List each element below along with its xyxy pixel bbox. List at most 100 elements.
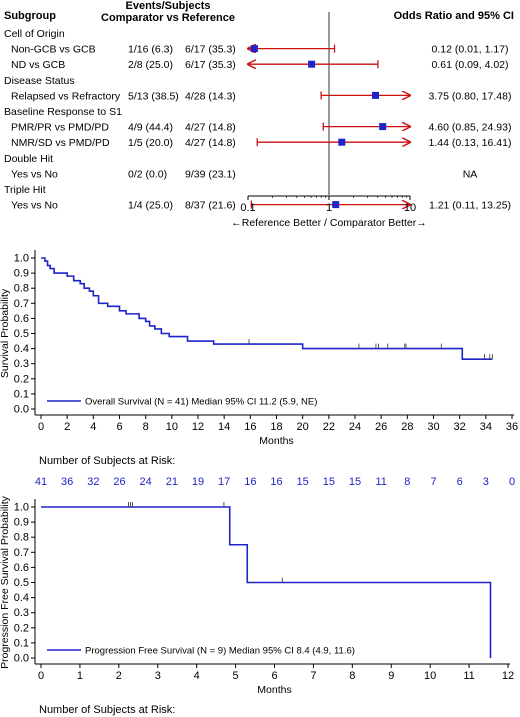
risk-count: 19 [192, 476, 204, 488]
y-tick-label: 0.0 [14, 653, 29, 665]
y-axis-title: Progression Free Survival Probability [0, 495, 11, 668]
risk-count: 26 [113, 476, 125, 488]
comparator-events: 1/4 (25.0) [128, 200, 173, 212]
risk-count: 15 [349, 476, 361, 488]
y-tick-label: 0.7 [14, 547, 29, 559]
x-tick-label: 5 [233, 670, 239, 682]
x-tick-label: 8 [349, 670, 355, 682]
x-tick-label: 24 [349, 421, 361, 433]
y-tick-label: 0.6 [14, 562, 29, 574]
y-tick-label: 0.6 [14, 313, 29, 325]
x-tick-label: 16 [244, 421, 256, 433]
y-tick-label: 0.1 [14, 388, 29, 400]
risk-count: 16 [270, 476, 282, 488]
odds-ratio-point [308, 60, 316, 68]
subgroup-label: Non-GCB vs GCB [11, 44, 96, 56]
survival-curve [41, 506, 492, 658]
risk-count: 41 [35, 476, 47, 488]
reference-events: 6/17 (35.3) [185, 59, 236, 71]
risk-count: 15 [297, 476, 309, 488]
y-tick-label: 0.2 [14, 622, 29, 634]
odds-ratio-point [332, 201, 340, 209]
x-tick-label: 11 [463, 670, 474, 682]
odds-ratio-text: 0.61 (0.09, 4.02) [431, 59, 508, 71]
x-tick-label: 12 [192, 421, 204, 433]
forest-rows: Cell of Origin Non-GCB vs GCB 1/16 (6.3) 6/… [4, 28, 511, 212]
x-tick-label: 6 [116, 421, 122, 433]
x-tick-label: 10 [424, 670, 436, 682]
x-tick-label: 36 [506, 421, 518, 433]
events-header-line1: Events/Subjects [126, 0, 211, 12]
subgroup-label: Yes vs No [11, 168, 58, 180]
risk-count: 17 [218, 476, 230, 488]
x-tick-label: 14 [218, 421, 230, 433]
events-header-line2: Comparator vs Reference [101, 12, 235, 24]
y-tick-label: 0.1 [14, 637, 29, 649]
y-tick-label: 0.9 [14, 268, 29, 280]
x-tick-label: 2 [116, 670, 122, 682]
comparator-events: 2/8 (25.0) [128, 59, 173, 71]
forest-header: Subgroup Events/Subjects Comparator vs R… [4, 0, 514, 24]
odds-ratio-text: NA [463, 168, 478, 180]
risk-count: 11 [375, 476, 386, 488]
x-tick-label: 4 [194, 670, 200, 682]
subgroup-category: Cell of Origin [4, 28, 65, 40]
risk-count: 15 [323, 476, 335, 488]
subgroup-label: PMR/PR vs PMD/PD [11, 122, 109, 134]
overall-survival-chart: 0.00.10.20.30.40.50.60.70.80.91.00 2 4 6 8 10… [0, 250, 518, 488]
y-tick-label: 1.0 [14, 253, 29, 265]
risk-count: 3 [483, 476, 489, 488]
x-tick-label: 3 [155, 670, 161, 682]
comparator-events: 5/13 (38.5) [128, 90, 179, 102]
x-axis-title: Months [259, 435, 293, 447]
subgroup-label: Yes vs No [11, 200, 58, 212]
x-axis-title: Months [257, 684, 291, 696]
x-tick-label: 9 [388, 670, 394, 682]
risk-count: 8 [404, 476, 410, 488]
subgroup-category: Triple Hit [4, 184, 46, 196]
forest-axis-label: ←Reference Better / Comparator Better→ [231, 217, 427, 229]
y-tick-label: 0.2 [14, 373, 29, 385]
subgroup-label: NMR/SD vs PMD/PD [11, 137, 110, 149]
x-tick-label: 4 [90, 421, 96, 433]
x-tick-label: 20 [297, 421, 309, 433]
x-tick-label: 0 [38, 421, 44, 433]
risk-count: 24 [140, 476, 152, 488]
x-tick-label: 22 [323, 421, 335, 433]
y-tick-label: 0.3 [14, 607, 29, 619]
survival-curve [41, 257, 493, 360]
odds-ratio-point [338, 138, 346, 146]
y-tick-label: 0.3 [14, 358, 29, 370]
comparator-events: 1/5 (20.0) [128, 137, 173, 149]
y-tick-label: 0.5 [14, 577, 29, 589]
odds-ratio-text: 0.12 (0.01, 1.17) [431, 44, 508, 56]
subgroup-category: Disease Status [4, 75, 75, 87]
subgroup-category: Baseline Response to S1 [4, 106, 122, 118]
risk-count: 7 [430, 476, 436, 488]
x-tick-label: 0 [38, 670, 44, 682]
comparator-events: 0/2 (0.0) [128, 168, 167, 180]
forest-tick-label: 0.1 [240, 202, 255, 214]
odds-ratio-point [250, 45, 258, 53]
odds-ratio-text: 4.60 (0.85, 24.93) [429, 122, 512, 134]
progression-free-survival-chart: 0.00.10.20.30.40.50.60.70.80.91.00 1 2 3 4 5 6… [0, 495, 514, 716]
reference-events: 4/27 (14.8) [185, 122, 236, 134]
comparator-events: 1/16 (6.3) [128, 44, 173, 56]
y-tick-label: 0.7 [14, 298, 29, 310]
legend-label: Progression Free Survival (N = 9) Median… [85, 646, 355, 657]
risk-count: 32 [87, 476, 99, 488]
risk-count: 6 [457, 476, 463, 488]
odds-ratio-text: 1.44 (0.13, 16.41) [429, 137, 512, 149]
x-tick-label: 30 [427, 421, 439, 433]
risk-count: 0 [509, 476, 515, 488]
reference-events: 9/39 (23.1) [185, 168, 236, 180]
x-tick-label: 7 [310, 670, 316, 682]
y-tick-label: 0.0 [14, 404, 29, 416]
forest-tick-label: 10 [404, 202, 416, 214]
y-tick-label: 0.4 [14, 592, 29, 604]
x-tick-label: 18 [270, 421, 282, 433]
subgroup-header: Subgroup [4, 10, 56, 22]
subgroup-label: Relapsed vs Refractory [11, 90, 121, 102]
